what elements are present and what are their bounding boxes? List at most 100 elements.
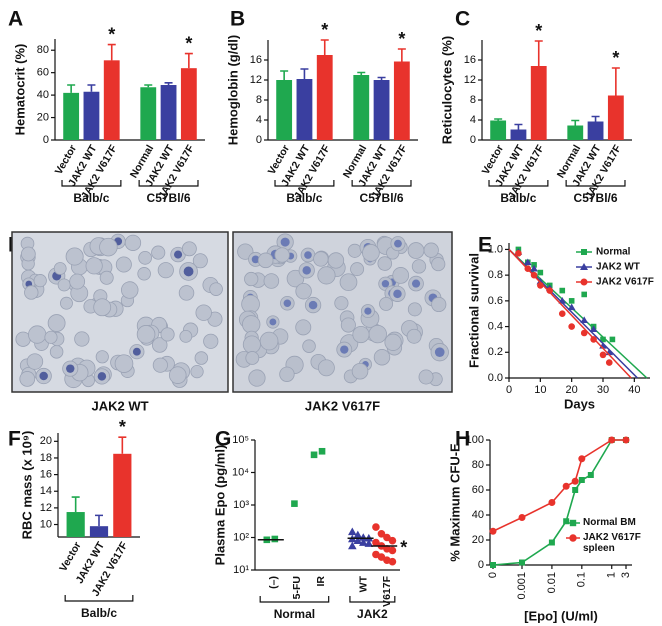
cell xyxy=(242,315,261,334)
cell xyxy=(407,302,422,317)
group-bracket xyxy=(61,180,122,187)
x-tick-label: 0 xyxy=(487,572,499,578)
group-bracket xyxy=(488,180,549,187)
error-bar xyxy=(377,76,386,80)
error-bar xyxy=(144,84,153,88)
y-tick-label: 80 xyxy=(37,44,49,56)
y-tick-label: 1.0 xyxy=(488,243,503,255)
cell xyxy=(317,359,335,377)
cell xyxy=(350,262,365,277)
image-label: JAK2 V617F xyxy=(305,398,380,413)
cell xyxy=(28,325,47,344)
y-axis-label: Hematocrit (%) xyxy=(12,44,27,136)
point xyxy=(310,451,318,459)
bar xyxy=(510,129,527,140)
point xyxy=(388,546,397,555)
bar xyxy=(113,453,132,537)
cell xyxy=(334,296,349,311)
point xyxy=(572,487,579,493)
point xyxy=(608,436,616,444)
legend-marker xyxy=(569,519,577,527)
y-tick-label: 4 xyxy=(256,114,262,126)
cell xyxy=(286,269,305,288)
cell xyxy=(411,259,427,274)
cell xyxy=(407,242,425,259)
point xyxy=(364,539,374,547)
nucleus xyxy=(39,371,48,381)
point xyxy=(291,500,298,507)
nucleus xyxy=(269,318,277,326)
error-bar xyxy=(357,71,366,75)
error-bar xyxy=(591,115,600,122)
y-tick-label: 14 xyxy=(40,485,52,497)
error-bar xyxy=(95,514,103,527)
cell xyxy=(20,246,36,262)
bar xyxy=(353,75,370,140)
y-tick-label: 10² xyxy=(233,531,249,543)
point xyxy=(524,258,532,266)
y-tick-label: 80 xyxy=(472,459,484,471)
group-bracket xyxy=(565,180,626,187)
cell xyxy=(95,350,109,364)
y-tick-label: 10⁴ xyxy=(232,466,249,478)
point xyxy=(515,249,522,257)
nucleus xyxy=(434,347,445,358)
error-bar xyxy=(87,84,96,92)
point xyxy=(558,310,566,318)
bar xyxy=(103,60,120,141)
group-bracket xyxy=(349,596,396,603)
y-tick-label: 18 xyxy=(40,452,52,464)
panel-label: B xyxy=(230,8,245,31)
cell xyxy=(136,325,156,344)
error-bar xyxy=(118,436,127,454)
significance: * xyxy=(535,21,542,41)
cell xyxy=(339,273,358,292)
x-tick-label: 40 xyxy=(628,384,640,396)
bar xyxy=(66,512,85,537)
cell xyxy=(431,296,447,313)
point xyxy=(568,323,575,330)
nucleus xyxy=(97,372,107,381)
y-tick-label: 100 xyxy=(466,434,484,446)
image-label: JAK2 WT xyxy=(91,398,148,413)
cell xyxy=(124,234,142,251)
y-tick-label: 16 xyxy=(250,54,262,66)
cell xyxy=(190,365,204,379)
cell xyxy=(168,366,187,384)
error-bar xyxy=(611,67,620,96)
nucleus xyxy=(132,347,141,356)
cell xyxy=(194,351,209,365)
error-bar xyxy=(397,48,406,62)
cell xyxy=(85,257,103,275)
cell xyxy=(121,281,139,299)
group-label: JAK2 xyxy=(357,607,388,621)
point xyxy=(383,533,391,542)
cell xyxy=(259,331,279,351)
error-bar xyxy=(184,52,193,69)
bar xyxy=(140,87,157,140)
nucleus xyxy=(308,300,318,310)
bar xyxy=(587,121,604,140)
error-bar xyxy=(67,84,76,93)
y-tick-label: 40 xyxy=(37,89,49,101)
cell xyxy=(313,251,329,267)
bar xyxy=(276,80,293,140)
point xyxy=(622,436,630,444)
cell xyxy=(99,270,114,285)
y-tick-label: 10¹ xyxy=(233,564,249,576)
cell xyxy=(65,247,84,266)
bar xyxy=(180,68,197,140)
y-tick-label: 20 xyxy=(37,111,49,123)
x-tick-label: 3 xyxy=(620,572,632,578)
nucleus xyxy=(174,250,183,259)
cell xyxy=(137,267,151,281)
error-bar xyxy=(514,123,523,130)
bar xyxy=(89,526,109,537)
point xyxy=(537,269,544,276)
cell xyxy=(209,282,223,296)
cell xyxy=(74,331,90,347)
nucleus xyxy=(280,237,290,247)
y-tick-label: 0.4 xyxy=(488,320,503,332)
y-tick-label: 60 xyxy=(472,484,484,496)
